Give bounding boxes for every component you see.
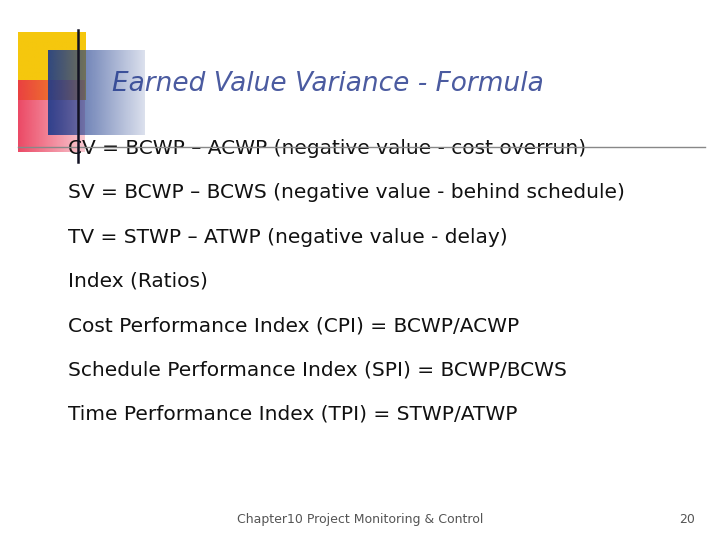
Text: Chapter10 Project Monitoring & Control: Chapter10 Project Monitoring & Control [237,513,483,526]
Text: Earned Value Variance - Formula: Earned Value Variance - Formula [112,71,544,97]
Text: Schedule Performance Index (SPI) = BCWP/BCWS: Schedule Performance Index (SPI) = BCWP/… [68,360,567,380]
Text: Time Performance Index (TPI) = STWP/ATWP: Time Performance Index (TPI) = STWP/ATWP [68,404,518,424]
Text: 20: 20 [679,513,695,526]
Text: CV = BCWP – ACWP (negative value - cost overrun): CV = BCWP – ACWP (negative value - cost … [68,139,587,158]
Text: Cost Performance Index (CPI) = BCWP/ACWP: Cost Performance Index (CPI) = BCWP/ACWP [68,316,520,335]
Text: SV = BCWP – BCWS (negative value - behind schedule): SV = BCWP – BCWS (negative value - behin… [68,183,625,202]
Text: Index (Ratios): Index (Ratios) [68,272,208,291]
Text: TV = STWP – ATWP (negative value - delay): TV = STWP – ATWP (negative value - delay… [68,227,508,247]
